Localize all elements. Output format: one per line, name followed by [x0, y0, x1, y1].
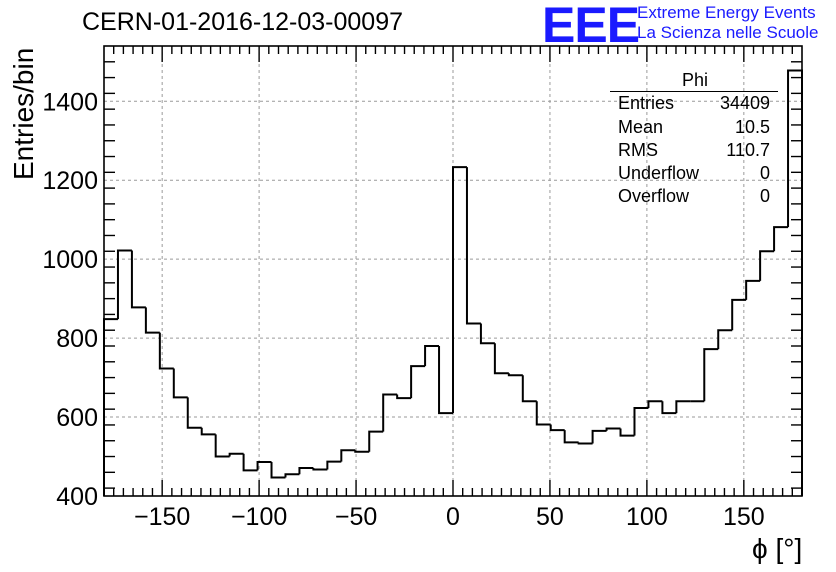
stats-row-rms: RMS 110.7 [618, 140, 770, 164]
histogram-bin [382, 393, 398, 432]
stats-key: Mean [618, 117, 664, 137]
stats-row-entries: Entries 34409 [618, 93, 770, 117]
histogram-bin [158, 332, 174, 370]
histogram-bin [647, 400, 663, 408]
y-tick-label: 800 [56, 325, 98, 353]
x-tick-label: 150 [723, 503, 765, 531]
histogram-bin [717, 329, 733, 350]
y-tick-label: 400 [56, 483, 98, 511]
histogram-bin [228, 452, 244, 457]
histogram-bin [563, 430, 579, 444]
histogram-bin [773, 226, 789, 252]
x-axis-label: ϕ [°] [752, 533, 803, 564]
x-tick-label: −100 [231, 503, 287, 531]
x-tick-label: −50 [335, 503, 377, 531]
histogram-bin [172, 368, 188, 399]
histogram-bin [298, 466, 314, 475]
logo-line-1: Extreme Energy Events [637, 3, 816, 22]
histogram-bin [675, 400, 691, 414]
stats-value: 10.5 [734, 117, 770, 137]
stats-divider [610, 91, 778, 92]
histogram-bin [605, 427, 621, 431]
histogram-bin [479, 323, 495, 345]
histogram-bin [270, 462, 286, 479]
y-tick-label: 600 [56, 404, 98, 432]
histogram-bin [396, 394, 412, 400]
histogram-bin [535, 401, 551, 426]
logo-line-2: La Scienza nelle Scuole [637, 23, 819, 42]
histogram-bin [731, 298, 747, 331]
histogram-bin [130, 250, 146, 309]
histogram-bin [619, 428, 635, 437]
histogram-bin [745, 279, 761, 300]
stats-key: Entries [618, 93, 675, 113]
stats-value: 0 [759, 186, 770, 206]
histogram-bin [661, 401, 677, 415]
histogram-bin [242, 453, 258, 472]
histogram-bin [200, 427, 216, 436]
histogram-bin [340, 449, 356, 462]
histogram-bin [410, 365, 426, 399]
stats-title: Phi [681, 70, 708, 90]
eee-logo-mark: EEE [542, 0, 640, 53]
x-tick-label: −150 [134, 503, 190, 531]
histogram-bin [465, 167, 481, 325]
histogram-bin [214, 434, 230, 458]
stats-key: Overflow [618, 186, 690, 206]
stats-row-mean: Mean 10.5 [618, 117, 770, 141]
y-axis-label: Entries/bin [8, 47, 39, 180]
histogram-bin [633, 406, 649, 436]
x-tick-label: 0 [446, 503, 460, 531]
histogram-bin [186, 397, 202, 429]
histogram-bin [452, 166, 467, 414]
histogram-bin [424, 345, 440, 367]
chart-title: CERN-01-2016-12-03-00097 [82, 8, 404, 36]
histogram-bin [759, 250, 775, 281]
histogram-bin [577, 442, 593, 445]
histogram-bin [144, 307, 160, 334]
histogram-bin [116, 249, 132, 320]
histogram-bin [312, 467, 328, 471]
histogram-bin [354, 450, 370, 453]
histogram-bin [326, 460, 342, 470]
histogram-bin [438, 346, 453, 415]
histogram-bin [703, 348, 719, 402]
histogram-bin [256, 461, 272, 471]
axis-ticks [104, 46, 802, 496]
x-tick-label: 100 [626, 503, 668, 531]
y-tick-label: 1400 [42, 88, 98, 116]
histogram-bin [549, 424, 565, 432]
stats-key: Underflow [618, 163, 700, 183]
stats-value: 0 [759, 163, 770, 183]
stats-value: 34409 [719, 93, 770, 113]
histogram-bin [284, 473, 300, 478]
histogram-bin [591, 429, 607, 444]
y-tick-label: 1200 [42, 167, 98, 195]
y-tick-label: 1000 [42, 246, 98, 274]
stats-row-overflow: Overflow 0 [618, 186, 770, 210]
x-tick-label: 50 [536, 503, 564, 531]
stats-value: 110.7 [726, 140, 770, 160]
histogram-bin [493, 343, 509, 375]
stats-row-underflow: Underflow 0 [618, 163, 770, 187]
stats-key: RMS [618, 140, 658, 160]
histogram-bin [507, 373, 523, 377]
histogram-bin [368, 430, 384, 452]
axis-tick-labels: −150 −100 −50 0 50 100 150 400 600 800 1000 1200 140… [42, 88, 764, 531]
histogram-bin [521, 375, 537, 403]
